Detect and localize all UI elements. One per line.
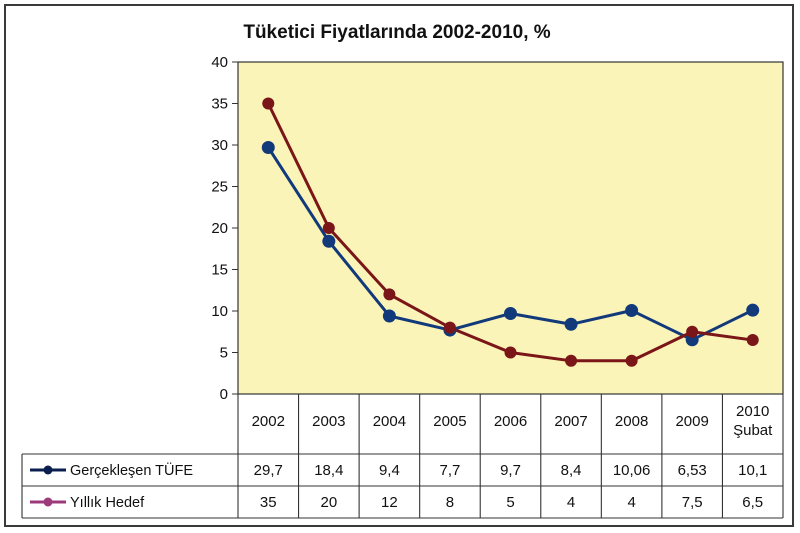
data-point bbox=[564, 317, 578, 331]
category-label: 2008 bbox=[615, 413, 648, 430]
table-cell-value: 9,7 bbox=[500, 462, 521, 479]
data-point bbox=[382, 309, 396, 323]
y-axis: 0 5 10 15 20 25 30 35 40 bbox=[211, 54, 238, 403]
table-cell-value: 7,5 bbox=[682, 494, 703, 511]
table-cell-value: 8,4 bbox=[561, 462, 582, 479]
table-cell-value: 12 bbox=[381, 494, 398, 511]
table-cell-value: 20 bbox=[320, 494, 337, 511]
table-cell-value: 29,7 bbox=[254, 462, 283, 479]
category-label: 2007 bbox=[554, 413, 587, 430]
category-label: 2003 bbox=[312, 413, 345, 430]
table-cell-value: 6,53 bbox=[678, 462, 707, 479]
chart-title: Tüketici Fiyatlarında 2002-2010, % bbox=[243, 22, 550, 43]
y-tick-label: 15 bbox=[211, 262, 228, 279]
y-tick-label: 20 bbox=[211, 220, 228, 237]
data-point bbox=[383, 288, 396, 301]
y-tick-label: 35 bbox=[211, 96, 228, 113]
table-cell-value: 5 bbox=[506, 494, 514, 511]
y-tick-label: 25 bbox=[211, 179, 228, 196]
category-label: 2010 bbox=[736, 403, 769, 420]
data-point bbox=[504, 346, 517, 359]
series-layer bbox=[261, 97, 760, 367]
table-cell-value: 4 bbox=[567, 494, 575, 511]
data-point bbox=[565, 354, 578, 367]
category-label: 2009 bbox=[675, 413, 708, 430]
table-cell-value: 18,4 bbox=[314, 462, 343, 479]
table-cell-value: 9,4 bbox=[379, 462, 400, 479]
table-cell-value: 35 bbox=[260, 494, 277, 511]
y-tick-label: 5 bbox=[220, 345, 228, 362]
legend-marker bbox=[43, 497, 53, 507]
category-label: 2006 bbox=[494, 413, 527, 430]
y-tick-label: 40 bbox=[211, 54, 228, 71]
category-sublabel: Şubat bbox=[733, 422, 773, 439]
data-point bbox=[746, 334, 759, 347]
category-label: 2002 bbox=[252, 413, 285, 430]
category-label: 2004 bbox=[373, 413, 406, 430]
y-tick-label: 10 bbox=[211, 303, 228, 320]
data-point bbox=[746, 303, 760, 317]
legend-label: Gerçekleşen TÜFE bbox=[70, 461, 193, 479]
table-cell-value: 8 bbox=[446, 494, 454, 511]
data-point bbox=[443, 321, 456, 334]
table-cell-value: 10,06 bbox=[613, 462, 651, 479]
data-point bbox=[686, 325, 699, 338]
data-point bbox=[322, 222, 335, 234]
table-cell-value: 10,1 bbox=[738, 462, 767, 479]
data-point bbox=[625, 304, 639, 318]
data-point bbox=[322, 234, 336, 248]
category-label: 2005 bbox=[433, 413, 466, 430]
data-point bbox=[504, 306, 517, 320]
data-point bbox=[261, 140, 275, 154]
table-cell-value: 4 bbox=[627, 494, 635, 511]
y-tick-label: 30 bbox=[211, 137, 228, 154]
table-cell-value: 6,5 bbox=[742, 494, 763, 511]
legend-marker bbox=[43, 465, 53, 475]
legend-label: Yıllık Hedef bbox=[70, 495, 145, 511]
table-cell-value: 7,7 bbox=[440, 462, 461, 479]
data-point bbox=[262, 97, 275, 110]
data-table: 2002 2003 2004 2005 2006 2007 2008 2009 2010 Şuba… bbox=[21, 394, 784, 519]
data-point bbox=[625, 354, 638, 367]
y-tick-label: 0 bbox=[220, 386, 228, 403]
